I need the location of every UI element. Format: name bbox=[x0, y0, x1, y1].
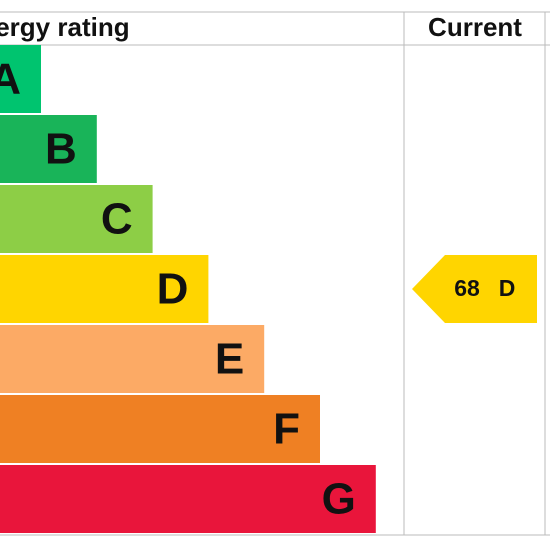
band-letter: F bbox=[273, 405, 300, 454]
rating-band bbox=[0, 255, 209, 323]
band-letter: B bbox=[45, 125, 77, 174]
current-pointer bbox=[412, 255, 537, 323]
band-letter: D bbox=[157, 265, 189, 314]
rating-band bbox=[0, 465, 376, 533]
rating-band bbox=[0, 325, 265, 393]
rating-band bbox=[0, 45, 41, 113]
header-title: Energy rating bbox=[0, 12, 130, 42]
rating-band bbox=[0, 185, 153, 253]
rating-band bbox=[0, 395, 320, 463]
current-value: 68 bbox=[454, 275, 480, 301]
rating-band bbox=[0, 115, 97, 183]
band-letter: A bbox=[0, 55, 21, 104]
band-letter: C bbox=[101, 195, 133, 244]
band-letter: E bbox=[215, 335, 244, 384]
current-band: D bbox=[499, 275, 516, 301]
header-current: Current bbox=[428, 12, 522, 42]
band-letter: G bbox=[322, 475, 356, 524]
